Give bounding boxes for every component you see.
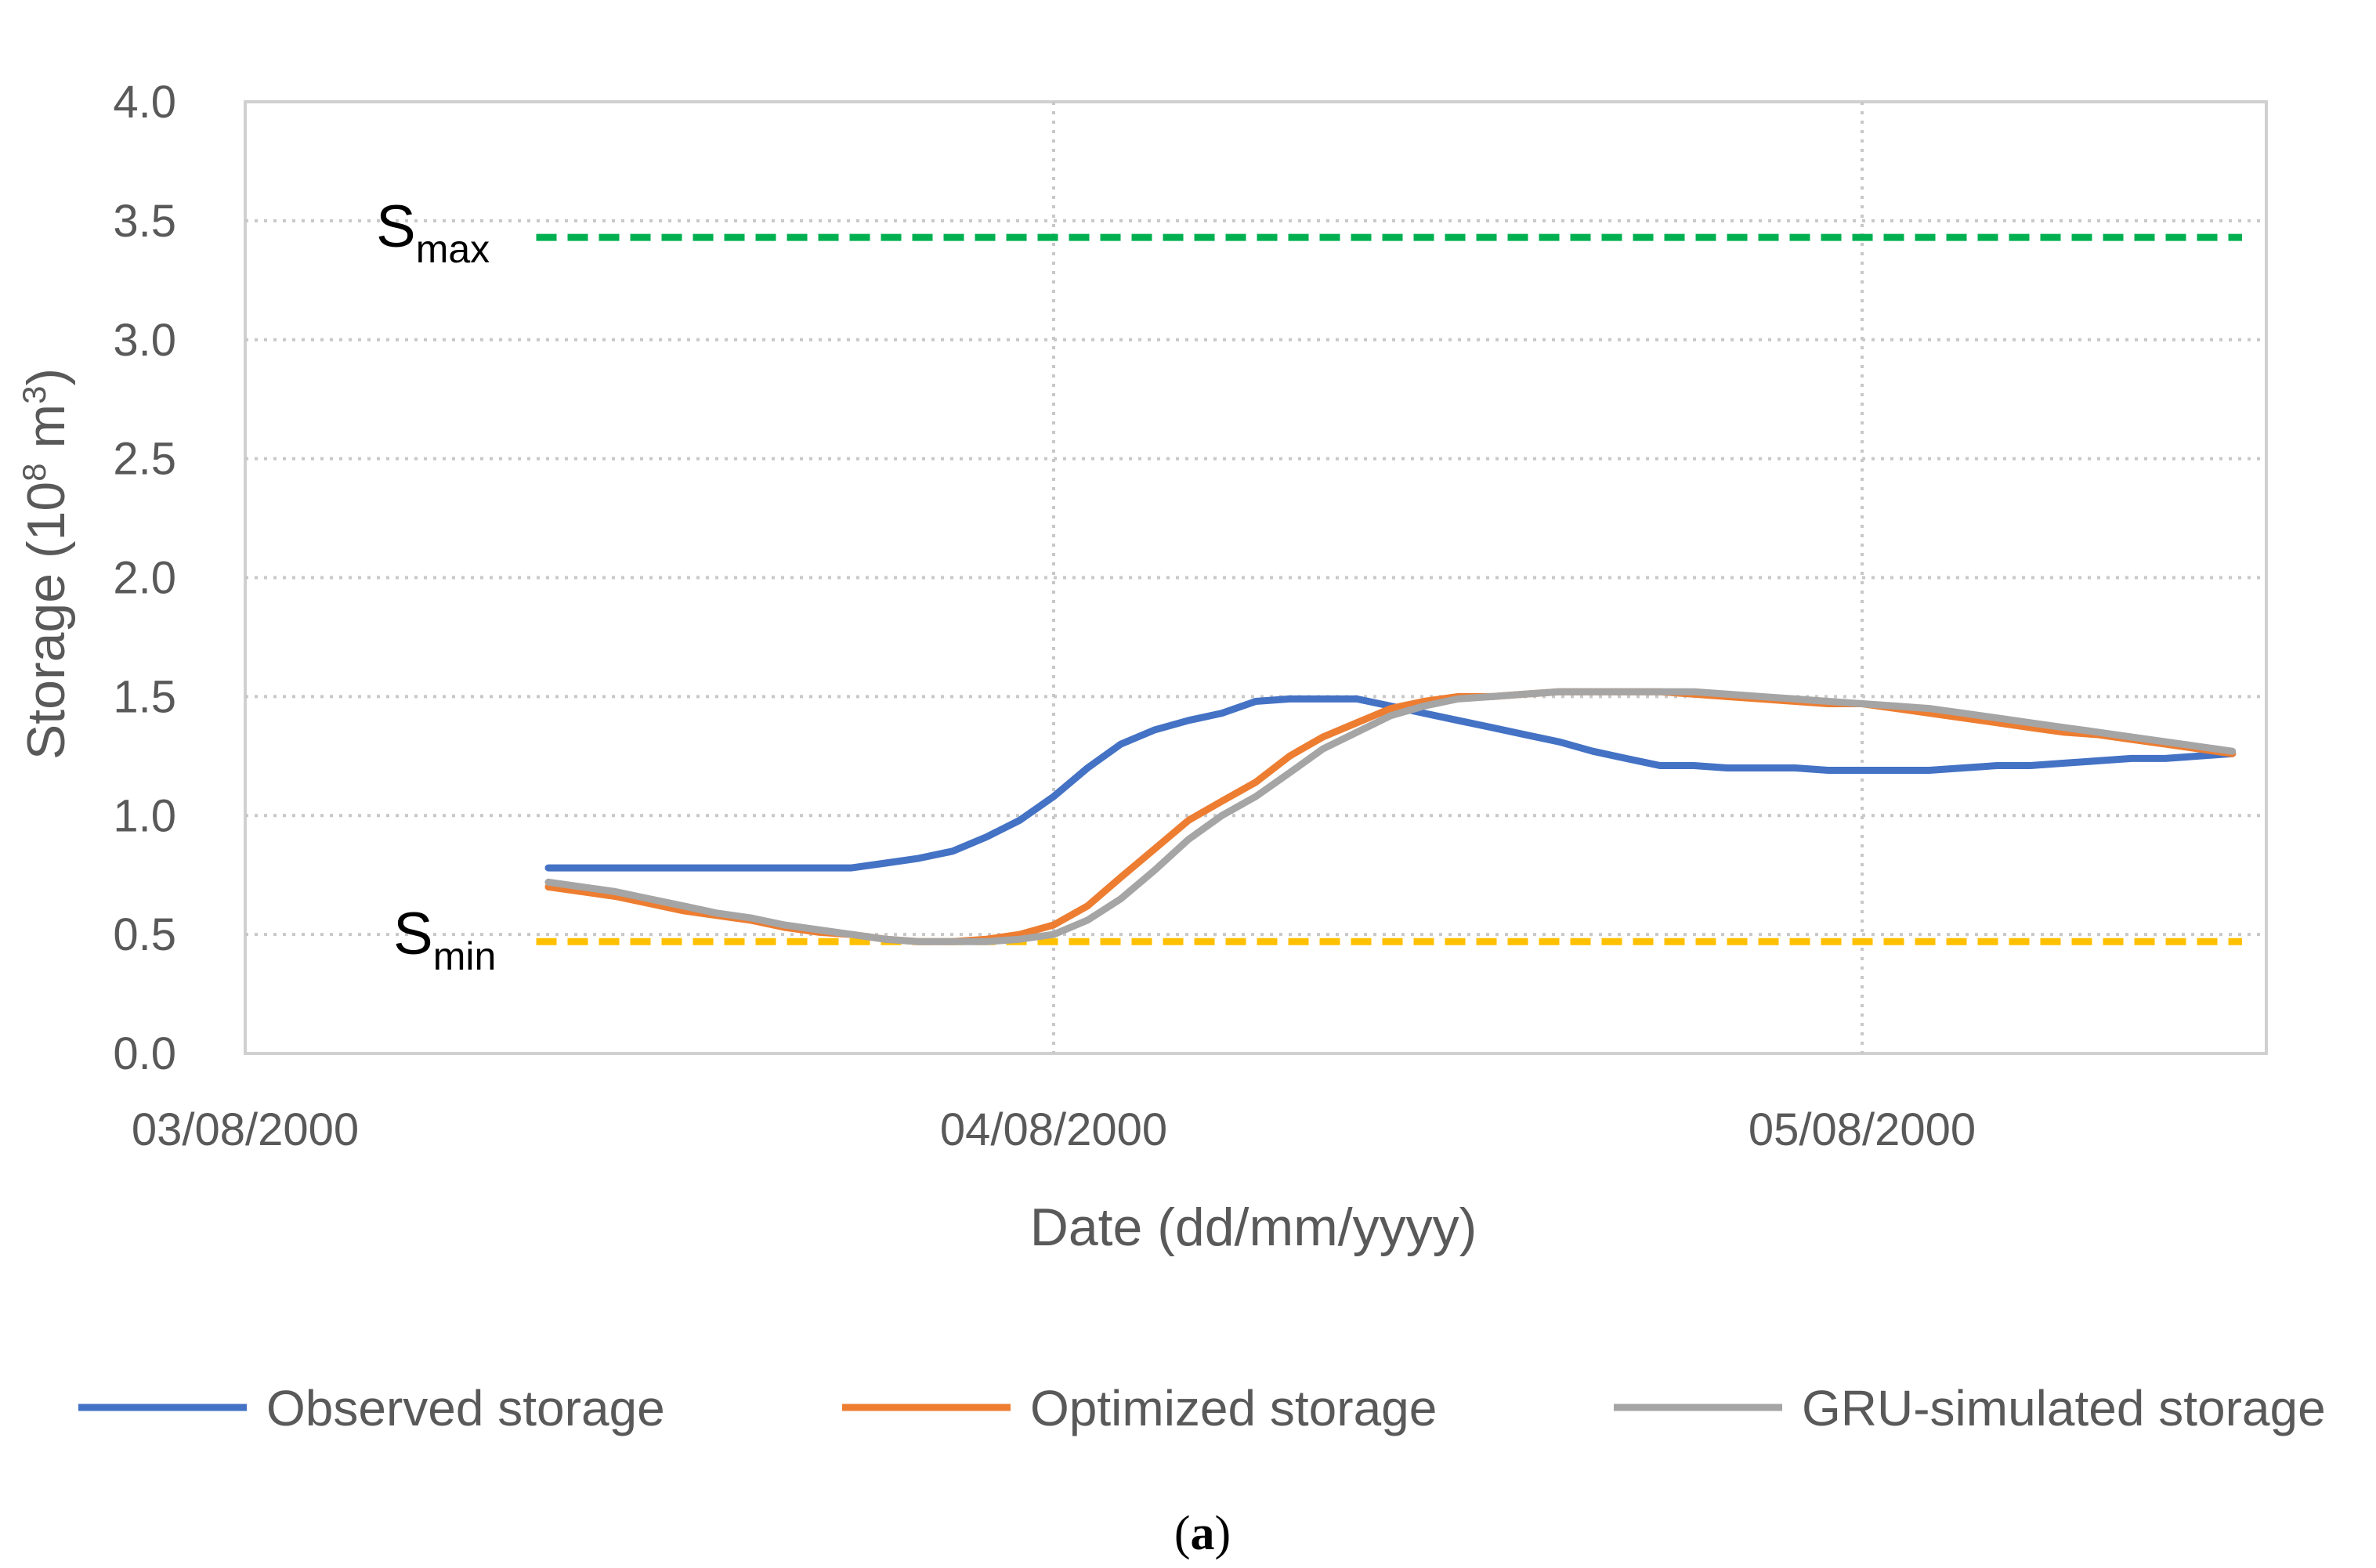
reference-lines [536,233,2243,945]
y-tick-label: 0.5 [113,909,176,960]
figure-caption: (a) [1174,1507,1231,1560]
y-tick-label: 0.0 [113,1028,176,1079]
grid-lines [245,102,2266,1053]
gru-simulated-storage-line [544,688,2237,945]
smax-label: Smax [376,193,490,271]
legend: Observed storage Optimized storage GRU-s… [78,1380,2326,1436]
x-axis-title: Date (dd/mm/yyyy) [1030,1198,1477,1257]
y-tick-label: 2.0 [113,553,176,604]
x-tick-label: 05/08/2000 [1749,1104,1976,1155]
observed-storage-line [544,695,2237,872]
y-tick-label: 3.5 [113,196,176,247]
legend-label-gru: GRU-simulated storage [1802,1380,2326,1436]
smin-label: Smin [393,901,496,978]
y-tick-label: 2.5 [113,434,176,485]
plot-area [244,100,2268,1055]
legend-label-observed: Observed storage [266,1380,665,1436]
y-tick-label: 1.0 [113,790,176,841]
legend-label-optimized: Optimized storage [1030,1380,1437,1436]
y-tick-label: 4.0 [113,77,176,128]
y-axis-ticks: 0.0 0.5 1.0 1.5 2.0 2.5 3.0 3.5 4.0 [113,77,176,1079]
data-series [544,688,2237,945]
y-axis-title: Storage (108 m3) [16,368,76,760]
x-tick-label: 04/08/2000 [940,1104,1167,1155]
y-tick-label: 3.0 [113,315,176,366]
x-axis-ticks: 03/08/2000 04/08/2000 05/08/2000 [132,1104,1976,1155]
y-tick-label: 1.5 [113,671,176,722]
x-tick-label: 03/08/2000 [132,1104,359,1155]
